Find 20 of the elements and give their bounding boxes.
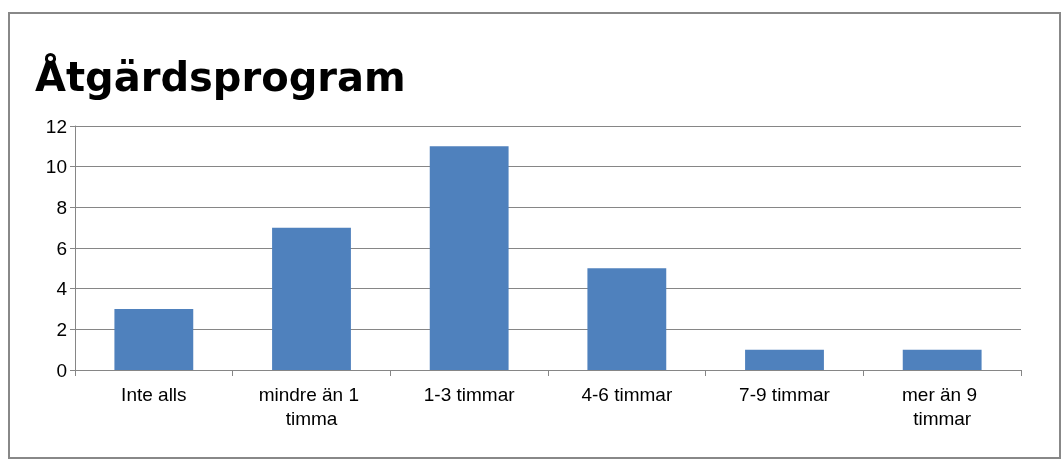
x-tick-label: mindre än 1 timma — [258, 383, 365, 429]
chart-title: Åtgärdsprogram — [35, 52, 406, 100]
y-tick-label: 6 — [56, 237, 67, 259]
bar — [272, 227, 351, 370]
bar — [587, 268, 667, 370]
bar — [429, 146, 509, 370]
x-tick-label: 7-9 timmar — [739, 383, 831, 405]
y-tick-label: 2 — [56, 318, 67, 340]
y-tick-label: 10 — [45, 156, 67, 178]
y-tick-label: 4 — [56, 278, 68, 300]
x-tick-label: mer än 9 timmar — [902, 383, 983, 429]
y-tick-label: 8 — [56, 196, 67, 218]
x-tick-label: 4-6 timmar — [581, 383, 673, 405]
bar — [114, 309, 194, 370]
y-tick-label: 12 — [45, 115, 67, 137]
bar — [745, 349, 824, 370]
y-tick-label: 0 — [56, 359, 67, 381]
bar — [902, 349, 982, 370]
x-tick-label: 1-3 timmar — [423, 383, 516, 405]
x-tick-label: Inte alls — [121, 383, 187, 405]
